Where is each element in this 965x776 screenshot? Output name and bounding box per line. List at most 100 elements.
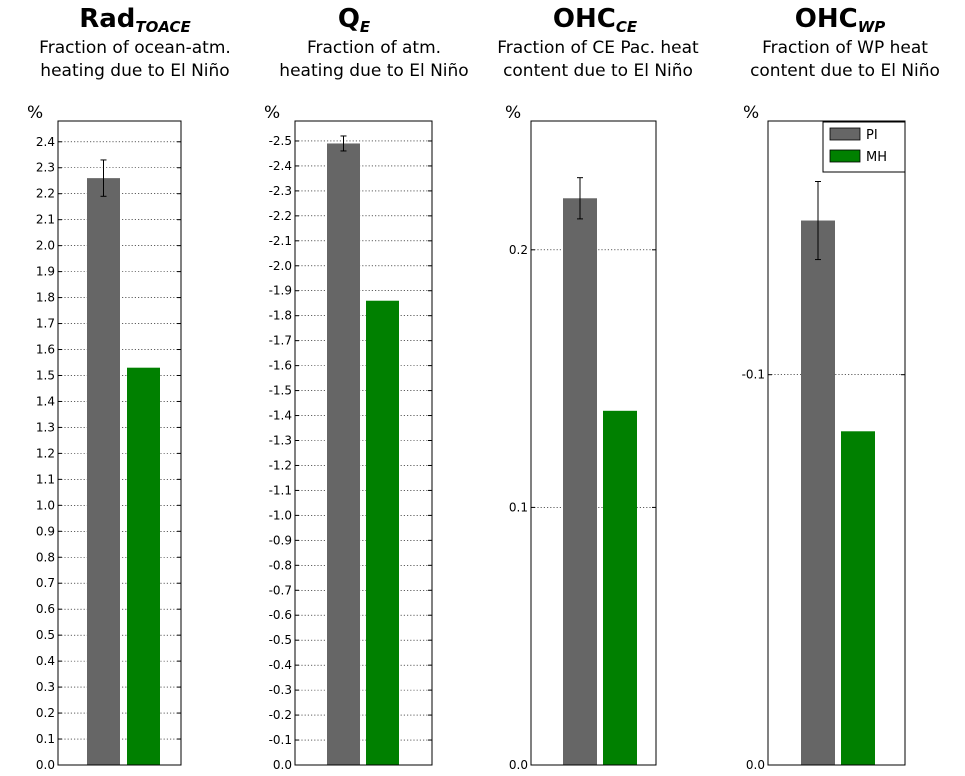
panel-title-2-sub: E [359, 18, 371, 36]
y-tick-label: 0.0 [746, 758, 765, 772]
panel-subtitle-1-line1: Fraction of ocean-atm. [39, 38, 231, 58]
bar-mh [603, 410, 637, 765]
panel-title-4-main: OHC [794, 4, 858, 34]
y-tick-label: 2.0 [36, 239, 55, 253]
y-tick-label: 1.9 [36, 265, 55, 279]
y-tick-label: -1.1 [269, 483, 292, 497]
y-tick-label: -1.5 [269, 384, 292, 398]
legend-swatch-pi [829, 127, 861, 141]
panel-title-2-main: Q [337, 4, 360, 34]
y-tick-label: -0.5 [269, 633, 292, 647]
y-tick-label: -1.2 [269, 458, 292, 472]
legend: PI MH [822, 121, 906, 173]
legend-swatch-mh [829, 149, 861, 163]
panel-subtitle-4-line2: content due to El Niño [750, 61, 940, 81]
y-tick-label: -1.6 [269, 359, 292, 373]
chart-panel-4: 0.0 -0.1% PI MH [742, 103, 906, 772]
y-tick-label: 1.8 [36, 291, 55, 305]
y-tick-label: 0.2 [36, 706, 55, 720]
y-tick-label: -2.5 [269, 134, 292, 148]
panel-title-1: RadTOACE [25, 4, 245, 42]
y-tick-label: 1.6 [36, 343, 55, 357]
y-tick-label: 2.1 [36, 213, 55, 227]
panel-subtitle-3-line1: Fraction of CE Pac. heat [497, 38, 699, 58]
y-tick-label: 1.7 [36, 317, 55, 331]
panel-subtitle-2-line1: Fraction of atm. [306, 38, 442, 58]
chart-panel-1: 0.0 0.1 0.2 0.3 0.4 0.5 0.6 0.7 0.8 0.9 1.0 1.1 1.2 1… [27, 103, 182, 772]
y-tick-label: 0.6 [36, 602, 55, 616]
y-tick-label: 1.4 [36, 394, 55, 408]
y-tick-label: 0.3 [36, 680, 55, 694]
plot-frame [530, 120, 657, 766]
y-tick-label: 1.2 [36, 446, 55, 460]
y-tick-label: -0.3 [269, 683, 292, 697]
bar-mh [366, 300, 399, 765]
y-axis-label: % [743, 103, 759, 123]
y-tick-label: 0.7 [36, 576, 55, 590]
panel-title-4-sub: WP [857, 18, 886, 36]
y-tick-label: 1.1 [36, 472, 55, 486]
y-tick-label: 1.3 [36, 420, 55, 434]
panel-title-3-sub: CE [615, 18, 638, 36]
panel-subtitle-4-line1: Fraction of WP heat [762, 38, 928, 58]
y-tick-label: 0.2 [509, 243, 528, 257]
y-tick-label: -0.6 [269, 608, 292, 622]
y-tick-label: 0.1 [36, 732, 55, 746]
plot-frame [57, 120, 182, 766]
y-tick-label: -0.1 [269, 733, 292, 747]
y-tick-label: -1.9 [269, 284, 292, 298]
y-tick-label: 2.2 [36, 187, 55, 201]
plot-frame [767, 120, 906, 766]
chart-panel-3: 0.0 0.1 0.2% [505, 103, 657, 772]
y-tick-label: -0.9 [269, 533, 292, 547]
chart-panel-2: 0.0 -0.1 -0.2 -0.3 -0.4 -0.5 -0.6 -0.7 -0.8 -0.9 -… [264, 103, 433, 772]
bar-pi [801, 220, 835, 765]
y-tick-label: -1.3 [269, 434, 292, 448]
y-axis-label: % [264, 103, 280, 123]
y-tick-label: 1.5 [36, 368, 55, 382]
y-tick-label: 0.0 [509, 758, 528, 772]
y-tick-label: 2.4 [36, 135, 55, 149]
y-tick-label: -0.8 [269, 558, 292, 572]
plot-frame [294, 120, 433, 766]
bar-mh [841, 431, 875, 765]
y-tick-label: 0.1 [509, 500, 528, 514]
panel-title-1-sub: TOACE [135, 18, 191, 36]
bar-mh [127, 367, 160, 765]
y-tick-label: -0.2 [269, 708, 292, 722]
legend-label-pi: PI [866, 128, 878, 143]
bar-pi [563, 198, 597, 765]
panel-subtitle-2-line2: heating due to El Niño [279, 61, 469, 81]
y-tick-label: -2.3 [269, 184, 292, 198]
panel-title-2: QE [244, 4, 464, 42]
y-tick-label: -0.1 [742, 368, 765, 382]
y-tick-label: 0.0 [273, 758, 292, 772]
panel-title-3: OHCCE [485, 4, 705, 42]
y-tick-label: 0.0 [36, 758, 55, 772]
panel-subtitle-1: Fraction of ocean-atm. heating due to El … [15, 37, 255, 83]
legend-label-mh: MH [866, 150, 887, 165]
panel-subtitle-1-line2: heating due to El Niño [40, 61, 230, 81]
y-tick-label: 0.8 [36, 550, 55, 564]
bar-pi [327, 143, 360, 766]
y-axis-label: % [27, 103, 43, 123]
y-tick-label: -1.0 [269, 508, 292, 522]
y-tick-label: 1.0 [36, 498, 55, 512]
panel-subtitle-4: Fraction of WP heat content due to El Niñ… [725, 37, 965, 83]
y-tick-label: 0.4 [36, 654, 55, 668]
y-axis-label: % [505, 103, 521, 123]
bar-pi [87, 178, 120, 765]
y-tick-label: -1.7 [269, 334, 292, 348]
panel-subtitle-2: Fraction of atm. heating due to El Niño [254, 37, 494, 83]
y-tick-label: 0.9 [36, 524, 55, 538]
y-tick-label: -2.0 [269, 259, 292, 273]
panel-title-1-main: Rad [79, 4, 136, 34]
panel-subtitle-3-line2: content due to El Niño [503, 61, 693, 81]
y-tick-label: -0.4 [269, 658, 292, 672]
y-tick-label: 0.5 [36, 628, 55, 642]
y-tick-label: -1.4 [269, 409, 292, 423]
y-tick-label: -2.1 [269, 234, 292, 248]
y-tick-label: -2.4 [269, 159, 292, 173]
